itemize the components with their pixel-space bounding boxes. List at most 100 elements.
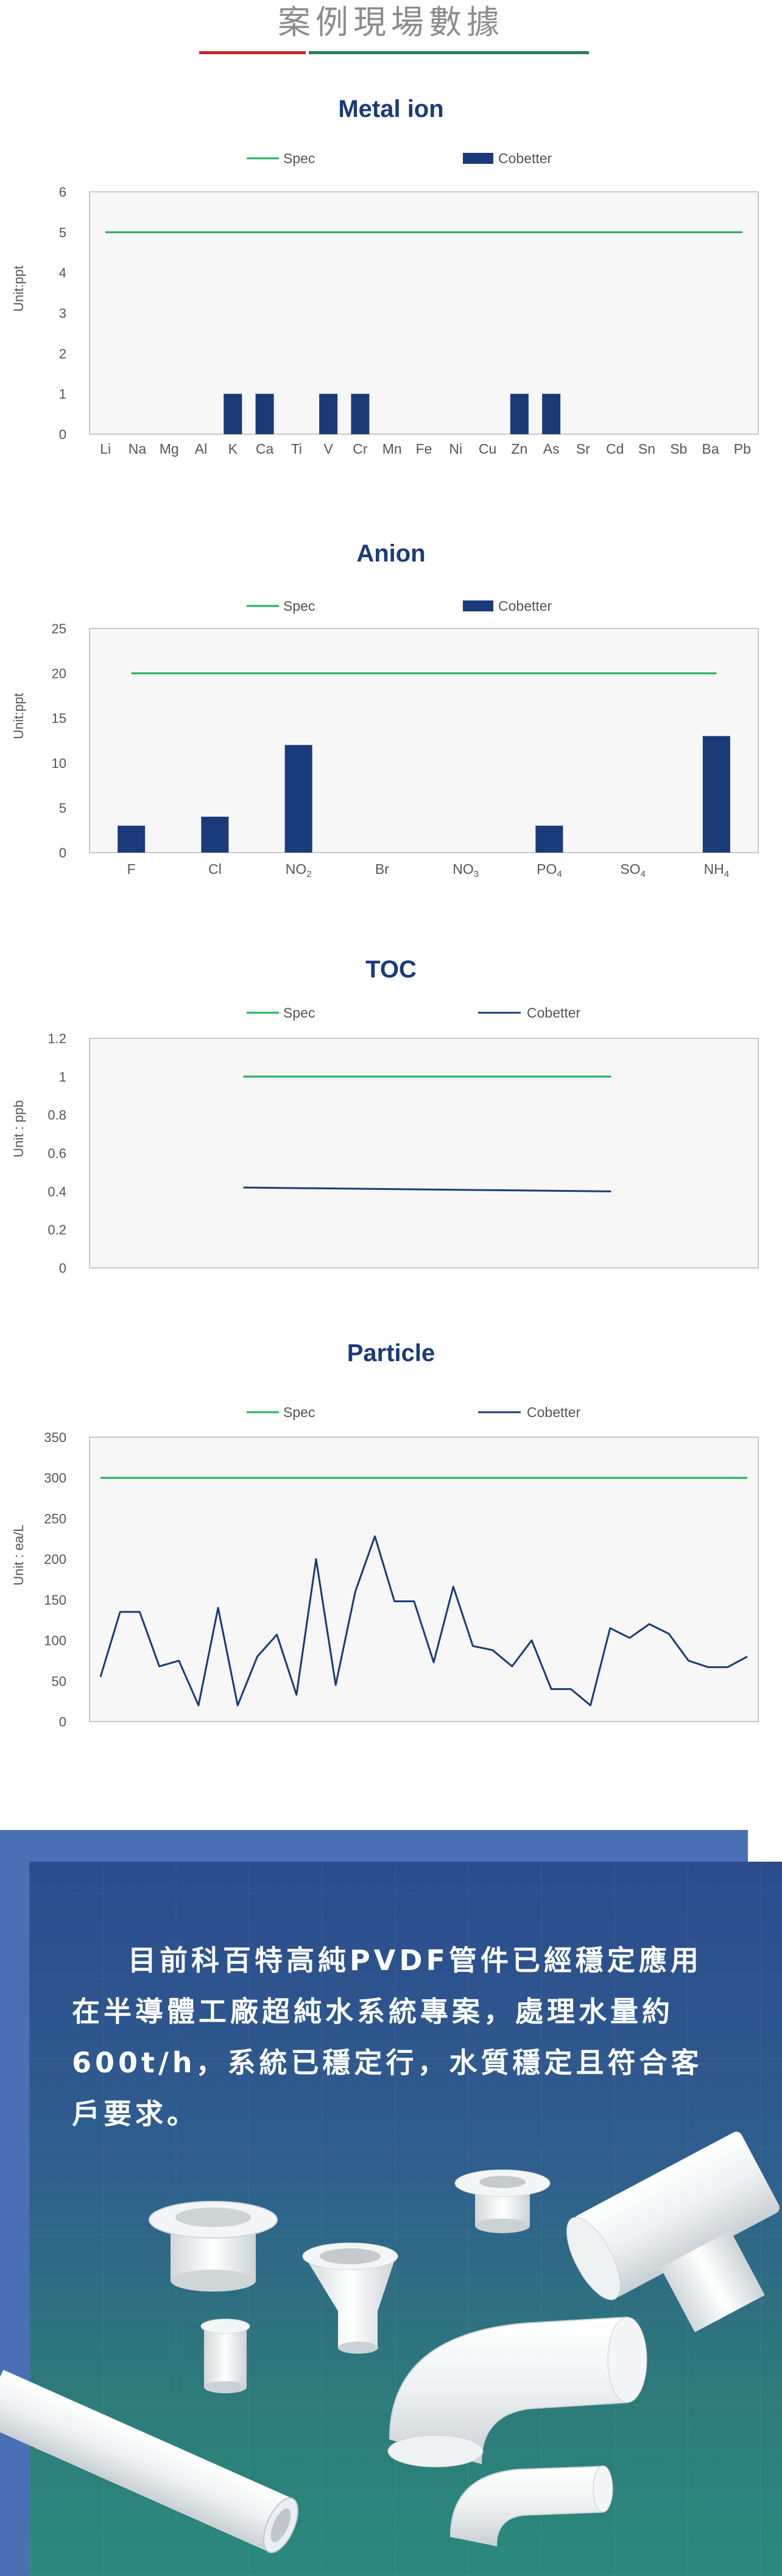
legend-label-spec: Spec [283, 598, 315, 614]
y-tick-label: 300 [44, 1471, 66, 1486]
chart-svg: Particle Spec Cobetter 0 50 100 150 200 250 300 35… [11, 1340, 759, 1730]
legend-label-cobetter: Cobetter [527, 1404, 581, 1420]
y-tick-label: 1 [59, 387, 66, 402]
legend-label-cobetter: Cobetter [498, 150, 552, 166]
x-tick-label: Pb [734, 441, 751, 457]
cobetter-bar [510, 393, 529, 434]
cobetter-bar [542, 393, 561, 434]
y-tick-label: 0 [59, 1714, 66, 1730]
y-tick-label: 4 [59, 266, 66, 281]
page-title: 案例現場數據 [278, 3, 504, 41]
x-tick-label: V [323, 441, 333, 457]
y-tick-label: 50 [52, 1673, 66, 1689]
x-tick-label: SO4 [620, 861, 646, 879]
y-tick-label: 5 [59, 225, 66, 240]
cobetter-bar [702, 736, 730, 853]
y-tick-label: 15 [52, 711, 66, 726]
cobetter-line [243, 1186, 611, 1192]
y-tick-label: 1 [59, 1069, 66, 1085]
particle-chart: Particle Spec Cobetter 0 50 100 150 200 250 300 35… [0, 1331, 782, 1733]
cobetter-bar [255, 393, 274, 434]
y-tick-label: 1.2 [48, 1031, 66, 1046]
y-tick-label: 0 [59, 1261, 66, 1276]
cobetter-bar [284, 745, 312, 853]
x-tick-label: As [543, 441, 560, 457]
x-tick-label: NO3 [453, 861, 479, 879]
y-tick-label: 0.8 [48, 1108, 66, 1123]
chart-legend: Spec Cobetter [247, 150, 552, 166]
cobetter-bar [201, 817, 229, 853]
x-tick-label: Zn [511, 441, 527, 457]
chart-svg: Metal ion Spec Cobetter 0 1 2 3 4 5 6 Unit:ppt Li Na… [11, 96, 759, 457]
anion-chart: Anion Spec Cobetter 0 5 10 15 20 25 Unit:ppt F Cl NO… [0, 524, 782, 889]
x-tick-label: Br [375, 861, 389, 877]
y-tick-label: 100 [44, 1633, 66, 1649]
legend-label-cobetter: Cobetter [498, 598, 552, 614]
pvdf-fittings-illustration [0, 2131, 780, 2553]
plot-area [89, 191, 759, 435]
legend-label-spec: Spec [283, 1404, 315, 1420]
y-tick-label: 20 [52, 666, 66, 681]
x-tick-label: K [228, 441, 238, 457]
y-axis-label: Unit:ppt [11, 266, 26, 312]
y-tick-label: 350 [44, 1430, 66, 1445]
title-underline-green [309, 51, 589, 54]
x-tick-label: NH4 [704, 861, 730, 879]
legend-label-cobetter: Cobetter [527, 1005, 581, 1021]
y-tick-label: 0 [59, 845, 66, 860]
page-header: 案例現場數據 [0, 0, 782, 61]
x-tick-label: Ba [702, 441, 719, 457]
y-tick-label: 0.6 [48, 1146, 66, 1161]
chart-svg: Anion Spec Cobetter 0 5 10 15 20 25 Unit:ppt F Cl NO… [11, 540, 759, 879]
cobetter-line [99, 1535, 748, 1706]
y-tick-label: 10 [52, 756, 66, 771]
cobetter-bar [319, 393, 338, 434]
x-tick-label: Ca [256, 441, 274, 457]
x-tick-label: Ni [449, 441, 462, 457]
x-tick-label: Sn [638, 441, 655, 457]
plot-area [89, 1437, 759, 1722]
cobetter-bar [535, 825, 563, 853]
x-tick-label: Sb [670, 441, 687, 457]
x-tick-label: Li [100, 441, 111, 457]
y-axis-label: Unit:ppt [11, 693, 26, 739]
title-underline-red [199, 51, 306, 54]
x-tick-label: Al [195, 441, 207, 457]
chart-legend: Spec Cobetter [247, 1404, 581, 1420]
cobetter-bar [351, 393, 370, 434]
y-tick-label: 2 [59, 346, 66, 361]
chart-legend: Spec Cobetter [247, 1005, 581, 1021]
y-axis-label: Unit : ea/L [11, 1524, 26, 1585]
x-tick-label: Sr [576, 441, 590, 457]
x-tick-label: Cr [353, 441, 368, 457]
legend-label-spec: Spec [283, 150, 315, 166]
legend-swatch-cobetter [463, 153, 493, 164]
metal-ion-chart: Metal ion Spec Cobetter 0 1 2 3 4 5 6 Unit:ppt Li Na… [0, 79, 782, 475]
chart-svg: TOC Spec Cobetter 0 0.2 0.4 0.6 0.8 1 1.2 Unit : p… [11, 956, 759, 1276]
y-tick-label: 150 [44, 1592, 66, 1608]
x-tick-label: Fe [416, 441, 432, 457]
x-tick-label: Mg [160, 441, 179, 457]
chart-title: Metal ion [338, 96, 443, 122]
plot-area [89, 1038, 759, 1269]
chart-title: Anion [356, 540, 425, 567]
x-tick-label: Mn [382, 441, 402, 457]
chart-title: Particle [347, 1340, 435, 1367]
plot-area [89, 628, 759, 853]
y-tick-label: 5 [59, 800, 66, 815]
y-tick-label: 250 [44, 1511, 66, 1526]
case-description: 目前科百特高純PVDF管件已經穩定應用在半導體工廠超純水系統專案，處理水量約60… [72, 1944, 703, 2130]
chart-title: TOC [365, 956, 417, 983]
x-tick-label: PO4 [537, 861, 562, 879]
x-tick-label: NO2 [286, 861, 312, 879]
x-tick-label: Cl [208, 861, 222, 877]
x-tick-label: Ti [291, 441, 302, 457]
y-tick-label: 200 [44, 1552, 66, 1567]
y-tick-label: 3 [59, 306, 66, 321]
y-tick-label: 0.2 [48, 1222, 66, 1237]
x-tick-label: Cu [479, 441, 496, 457]
x-tick-label: Cd [606, 441, 624, 457]
x-tick-label: Na [129, 441, 147, 457]
y-tick-label: 25 [52, 621, 66, 636]
toc-chart: TOC Spec Cobetter 0 0.2 0.4 0.6 0.8 1 1.2 Unit : p… [0, 947, 782, 1288]
